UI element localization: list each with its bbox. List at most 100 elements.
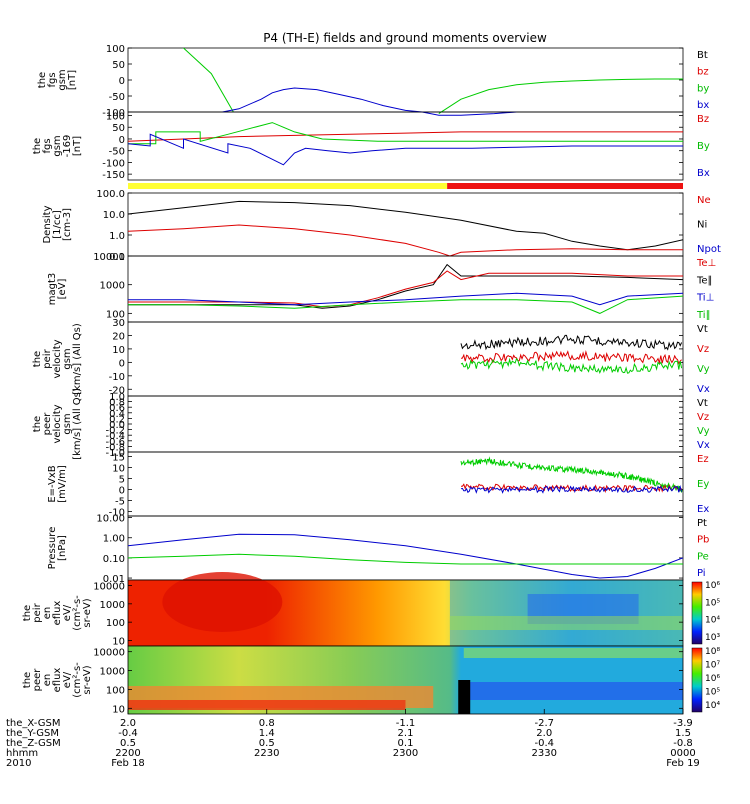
y-axis-label: -169 (62, 135, 73, 158)
legend-Vt: Vt (697, 324, 708, 335)
legend-Ey: Ey (697, 479, 709, 490)
panel-frame (127, 321, 684, 397)
y-tick-label: -50 (109, 147, 125, 158)
legend-Vx: Vx (697, 384, 710, 395)
x-tick-label: -0.8 (673, 738, 693, 749)
x-tick-label: -0.4 (118, 728, 138, 739)
series-group (128, 263, 683, 314)
y-axis-label: gsm (52, 135, 63, 156)
y-axis-label: en (42, 607, 53, 620)
x-tick-label: Feb 19 (666, 758, 700, 769)
series-line-Ti∥ (128, 295, 683, 314)
y-tick-label: 10000 (93, 648, 125, 659)
series-line-Te∥ (128, 263, 683, 309)
legend-Bt: Bt (697, 50, 708, 61)
y-tick-label: 0 (119, 76, 125, 87)
legend-Bx: Bx (697, 168, 710, 179)
legend-Ez: Ez (697, 454, 709, 465)
colorbar-tick-label: 10⁸ (705, 647, 720, 657)
legend-by: by (697, 83, 709, 94)
x-tick-label: -0.4 (534, 738, 554, 749)
y-tick-label: 0.2 (109, 414, 125, 425)
series-line-Bz (128, 131, 683, 142)
y-tick-label: 0 (119, 358, 125, 369)
y-axis-label: en (42, 674, 53, 687)
panel-4: 10000 1000 100 magt3 [eV] Te⊥ Te∥ Ti⊥ Ti∥ (47, 252, 716, 323)
colorbar-tick-label: 10³ (705, 633, 720, 643)
y-tick-label: 0.01 (103, 574, 125, 585)
colorbar-tick-label: 10⁵ (705, 688, 720, 698)
panel-2 (128, 183, 683, 189)
series-line-Pi (128, 533, 683, 579)
y-tick-label: 15 (112, 452, 125, 463)
y-axis-label: eV/ (62, 604, 73, 621)
y-tick-label: -100 (102, 108, 125, 119)
legend-Vt: Vt (697, 398, 708, 409)
x-tick-label: -1.1 (396, 718, 416, 729)
y-tick-label: 100 (106, 309, 125, 320)
y-tick-label: 20 (112, 331, 125, 342)
y-axis-label: magt3 (47, 273, 58, 306)
x-tick-label: 0.5 (120, 738, 136, 749)
series-line-Ni (128, 200, 683, 251)
colorbar-tick-label: 10⁷ (705, 661, 720, 671)
y-axis-label: gsm (62, 413, 73, 434)
spectrogram-hot-spot (162, 572, 283, 632)
series-line-bx (222, 87, 517, 116)
y-tick-label: -5 (115, 497, 125, 508)
series-line-Ez (461, 483, 682, 494)
x-tick-label: 2.0 (536, 728, 552, 739)
y-axis-label: peer (42, 412, 53, 436)
y-tick-label: 0 (119, 486, 125, 497)
series-group (128, 122, 683, 166)
y-tick-label: 0.6 (109, 403, 125, 414)
y-tick-label: 100.0 (96, 189, 125, 200)
spectrogram-region (461, 682, 683, 700)
y-tick-label: -20 (109, 385, 125, 396)
x-tick-label: 2.1 (398, 728, 414, 739)
legend-Pi: Pi (697, 568, 706, 579)
x-tick-label: 0.5 (259, 738, 275, 749)
series-group (460, 334, 683, 375)
series-line-Vt (460, 334, 683, 351)
y-tick-label: 100 (106, 685, 125, 696)
y-tick-label: 1000 (100, 667, 125, 678)
series-line-Ey (460, 456, 683, 494)
y-axis-label: velocity (52, 404, 63, 443)
colorbar (691, 647, 703, 713)
y-axis-label: peer (32, 668, 43, 692)
x-tick-label: 0.1 (398, 738, 414, 749)
y-tick-label: 1.0 (109, 231, 125, 242)
panel-3: 100.0 10.0 1.0 0.1 Density [1/cc] [cm-3] Ne Ni Np… (42, 189, 721, 263)
y-axis-label: velocity (52, 339, 63, 378)
x-axis-row-label: hhmm (6, 748, 38, 759)
y-tick-label: -1.0 (105, 448, 125, 459)
spectrogram-region (449, 616, 683, 630)
legend-Bz: Bz (697, 114, 709, 125)
x-tick-label: 2330 (532, 748, 557, 759)
y-tick-label: -0.8 (105, 442, 125, 453)
y-tick-label: -0.2 (105, 426, 125, 437)
y-tick-label: 1000 (100, 600, 125, 611)
y-axis-label: eflux (52, 601, 63, 626)
y-tick-label: 0.10 (103, 554, 125, 565)
y-axis-label: eV/ (62, 671, 73, 688)
legend-Vz: Vz (697, 412, 709, 423)
series-line-By (128, 122, 683, 145)
x-axis-row-label: the_Z-GSM (6, 738, 61, 749)
y-tick-label: 10.00 (96, 514, 125, 525)
x-tick-label: 0.8 (259, 718, 275, 729)
y-axis-label: peir (42, 348, 53, 368)
y-tick-label: -100 (102, 158, 125, 169)
y-tick-label: 10.0 (103, 210, 125, 221)
page-title: P4 (TH-E) fields and ground moments over… (263, 31, 547, 45)
x-tick-label: 2230 (254, 748, 279, 759)
series-line-bz (182, 48, 234, 113)
series-line-by (438, 78, 683, 115)
legend-Vy: Vy (697, 364, 710, 375)
y-tick-label: 100 (106, 44, 125, 55)
series-line-Vz (460, 349, 682, 365)
panel-6: 1.00.80.60.40.20.0-0.2-0.4-0.6-0.8-1.0 th… (32, 388, 710, 460)
